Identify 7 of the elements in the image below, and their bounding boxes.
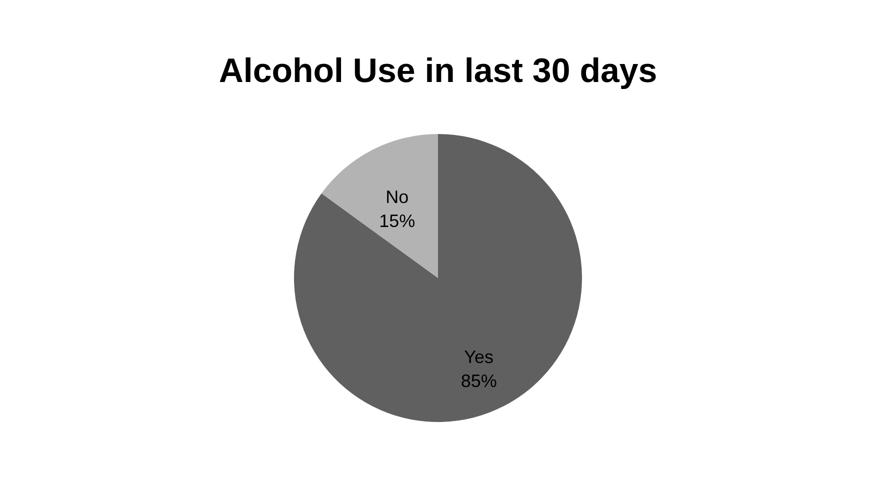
data-label: 85% [460,371,497,392]
chart-title: Alcohol Use in last 30 days [218,52,658,90]
pie-slice [294,134,582,422]
slice-label: Yes [464,347,494,368]
slice-label: No [386,186,409,207]
data-label: 15% [379,210,416,231]
pie-slice [322,134,438,278]
